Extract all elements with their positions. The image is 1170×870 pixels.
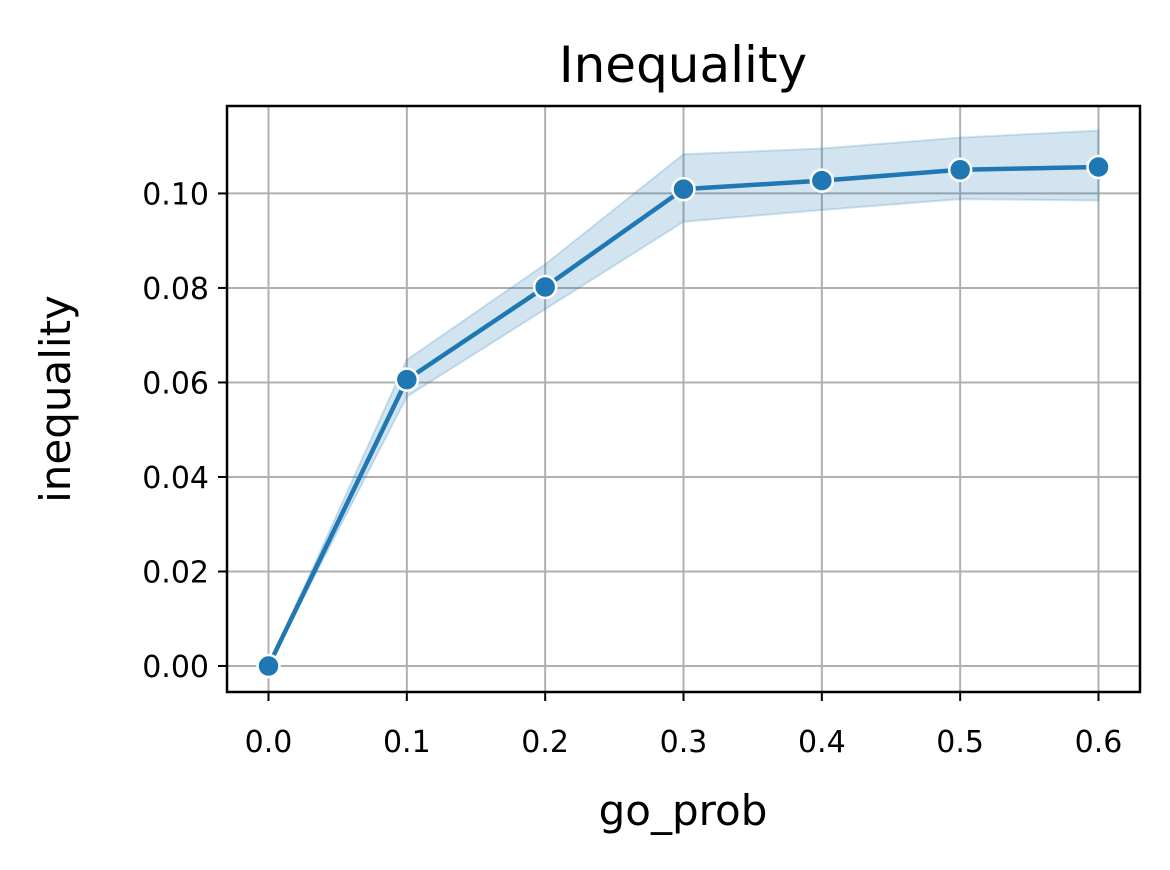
x-tick-label: 0.2: [521, 725, 569, 760]
x-axis-ticks: 0.0 0.1 0.2 0.3 0.4 0.5 0.6: [245, 692, 1123, 760]
series-layer: [256, 154, 1111, 679]
y-tick-label: 0.00: [142, 650, 209, 685]
y-tick-label: 0.04: [142, 461, 209, 496]
x-tick-label: 0.6: [1075, 725, 1123, 760]
x-tick-label: 0.4: [798, 725, 846, 760]
chart-title: Inequality: [559, 36, 807, 94]
data-point: [532, 274, 558, 300]
y-tick-label: 0.10: [142, 177, 209, 212]
data-point: [394, 367, 420, 392]
data-point: [671, 176, 696, 202]
x-tick-label: 0.3: [660, 725, 708, 760]
data-point: [809, 168, 835, 193]
x-tick-label: 0.0: [245, 725, 293, 760]
data-point: [256, 653, 281, 679]
data-point: [1086, 154, 1111, 180]
y-tick-label: 0.02: [142, 555, 209, 590]
data-point: [947, 157, 973, 183]
x-axis-label: go_prob: [599, 786, 768, 835]
y-tick-label: 0.06: [142, 366, 209, 401]
y-tick-label: 0.08: [142, 272, 209, 307]
x-tick-label: 0.1: [383, 725, 431, 760]
y-axis-label: inequality: [31, 295, 80, 503]
y-axis-ticks: 0.00 0.02 0.04 0.06 0.08 0.10: [142, 177, 227, 685]
x-tick-label: 0.5: [936, 725, 984, 760]
